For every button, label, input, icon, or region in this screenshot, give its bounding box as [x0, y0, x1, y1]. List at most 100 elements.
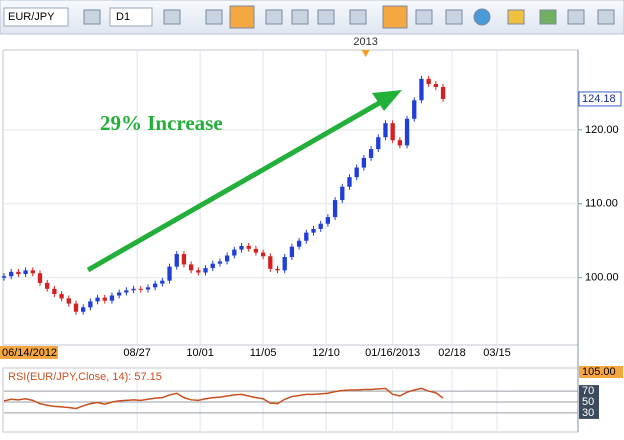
- candle-body: [131, 288, 136, 291]
- y-tick-label: 100.00: [585, 272, 619, 284]
- tool-icon[interactable]: [163, 9, 181, 25]
- trend-arrow: [86, 95, 390, 273]
- candle-body: [45, 282, 50, 289]
- rsi-line: [3, 387, 444, 410]
- candle-body: [102, 297, 107, 301]
- y-tick-label: 120.00: [585, 124, 619, 136]
- x-tick-label-bg: [0, 346, 58, 359]
- symbol: EUR/JPY: [8, 11, 55, 23]
- last-price: 124.18: [582, 93, 616, 105]
- candle-body: [440, 86, 446, 99]
- candle-body: [52, 288, 57, 294]
- candle-body: [152, 283, 158, 288]
- year-marker: [361, 50, 370, 57]
- candle-body: [347, 177, 352, 187]
- candle-body: [260, 252, 266, 257]
- tool-icon[interactable]: [473, 8, 491, 26]
- candle-body: [210, 263, 215, 269]
- y-tick-label: 30: [582, 407, 594, 419]
- tool-icon[interactable]: [291, 9, 309, 25]
- tool-icon[interactable]: [415, 9, 433, 25]
- candle-body: [117, 292, 122, 296]
- x-tick-label: 02/18: [438, 347, 466, 359]
- candle-body: [59, 293, 64, 299]
- candle-body: [383, 123, 388, 138]
- candle-body: [361, 157, 367, 168]
- tool-icon[interactable]: [539, 9, 557, 25]
- x-tick-label: 08/27: [123, 347, 151, 359]
- candle-body: [318, 223, 323, 229]
- candle-body: [95, 297, 100, 302]
- y-tick-label: 50: [582, 396, 594, 408]
- y-tick-label: 110.00: [585, 198, 618, 210]
- candle-body: [124, 290, 129, 293]
- candle-body: [16, 271, 21, 275]
- y-tick-label-bg: [579, 406, 599, 419]
- candle-body: [224, 255, 230, 262]
- tool-icon-active[interactable]: [382, 5, 408, 29]
- candle-body: [138, 288, 143, 290]
- tool-icon[interactable]: [265, 9, 283, 25]
- tool-icon[interactable]: [445, 9, 463, 25]
- candle-body: [426, 78, 431, 85]
- symbol-dropdown[interactable]: [3, 7, 69, 27]
- candle-body: [332, 200, 338, 218]
- x-tick-label: 12/10: [312, 347, 340, 359]
- candle-body: [160, 280, 165, 284]
- candle-body: [181, 254, 187, 265]
- y-tick-label-bg: [579, 396, 599, 408]
- y-tick-label: 70: [582, 385, 594, 397]
- x-tick-label: 06/14/2012: [2, 347, 57, 359]
- candle-body: [296, 240, 302, 247]
- tool-icon[interactable]: [317, 9, 335, 25]
- timeframe: D1: [116, 11, 130, 23]
- x-tick-label: 01/16/2013: [365, 347, 420, 359]
- tool-icon[interactable]: [597, 9, 615, 25]
- tool-icon[interactable]: [83, 9, 101, 25]
- candle-body: [397, 140, 403, 146]
- candle-body: [145, 287, 151, 290]
- candle-body: [109, 295, 115, 301]
- candle-body: [289, 246, 295, 258]
- x-tick-label: 11/05: [250, 347, 277, 359]
- candle-body: [37, 273, 43, 283]
- candle-body: [304, 232, 309, 241]
- candle-body: [404, 118, 410, 146]
- tool-icon[interactable]: [507, 9, 525, 25]
- x-tick-label: 10/01: [186, 347, 214, 359]
- candle-body: [203, 268, 208, 273]
- candle-body: [390, 123, 395, 141]
- candle-body: [311, 228, 316, 233]
- candle-body: [354, 167, 359, 178]
- candle-body: [232, 249, 237, 256]
- y-tick-label-bg: [579, 366, 623, 378]
- candle-body: [282, 257, 287, 271]
- candle-body: [167, 266, 172, 281]
- candle-body: [196, 270, 201, 273]
- candle-body: [340, 186, 345, 201]
- candle-body: [368, 149, 374, 158]
- candle-body: [253, 248, 259, 253]
- tool-icon[interactable]: [567, 9, 585, 25]
- year-label: 2013: [353, 36, 377, 48]
- candle-body: [239, 245, 244, 250]
- candle-body: [217, 261, 223, 264]
- candle-body: [1, 276, 7, 278]
- candle-body: [73, 303, 79, 312]
- tool-icon[interactable]: [349, 9, 367, 25]
- annotation: 29% Increase: [100, 111, 223, 135]
- tool-icon-active[interactable]: [229, 5, 255, 29]
- y-tick-label: 105.00: [582, 366, 616, 378]
- candle-body: [268, 256, 273, 269]
- candle-body: [66, 298, 71, 304]
- candle-body: [433, 84, 439, 87]
- tool-icon[interactable]: [205, 9, 223, 25]
- candle-body: [81, 307, 86, 312]
- price-panel: [2, 49, 579, 346]
- candle-body: [188, 264, 194, 271]
- timeframe-dropdown[interactable]: [109, 7, 153, 27]
- rsi-panel: [2, 367, 579, 433]
- last-price-box: [578, 91, 622, 107]
- candle-body: [419, 78, 424, 101]
- candle-body: [9, 271, 14, 277]
